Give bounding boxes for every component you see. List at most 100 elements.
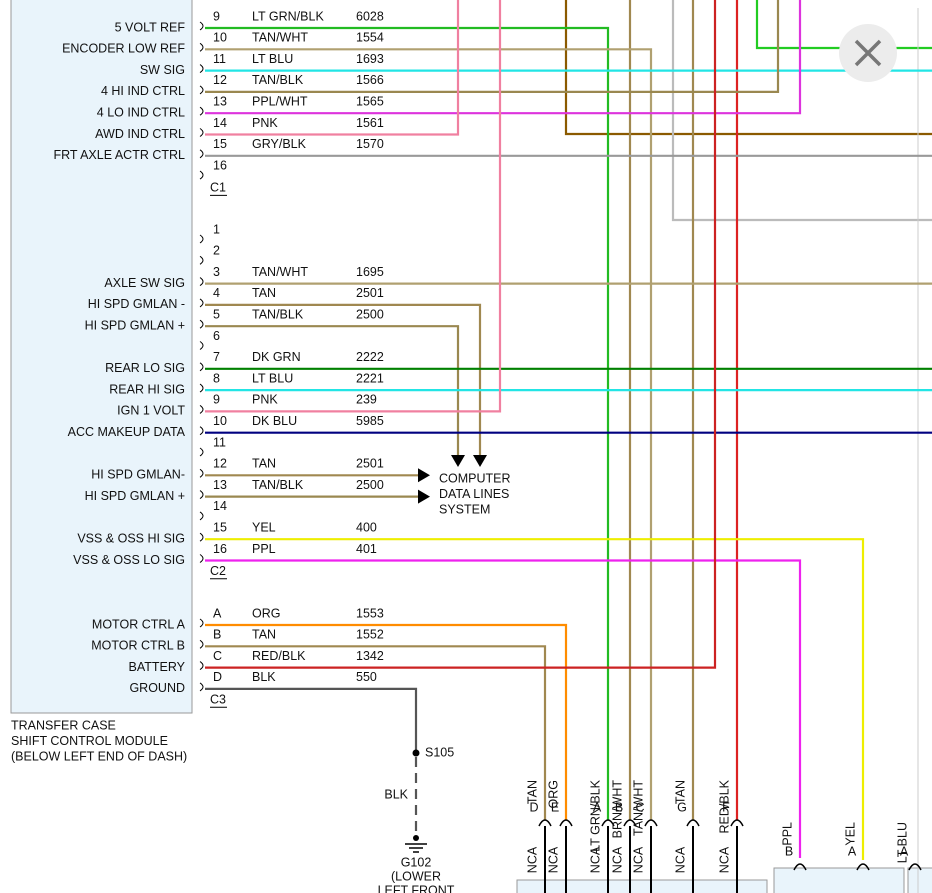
connector-boxes	[516, 867, 932, 893]
wire-color: BRN/WHT	[610, 780, 624, 839]
pin-function: REAR HI SIG	[109, 382, 185, 396]
circuit-number: 2222	[356, 350, 384, 364]
wire	[205, 0, 717, 669]
nca-note: NCA	[717, 846, 731, 873]
close-icon[interactable]	[854, 39, 882, 67]
wire	[205, 26, 610, 820]
nca-note: NCA	[631, 846, 645, 873]
pin-terminal	[199, 42, 204, 52]
pin-function: GROUND	[129, 681, 185, 695]
pin-function: HI SPD GMLAN +	[85, 489, 185, 503]
wire-color: PPL	[252, 542, 276, 556]
wire	[205, 0, 502, 413]
module-name: (BELOW LEFT END OF DASH)	[11, 749, 187, 763]
wire-color: RED/BLK	[252, 649, 306, 663]
pin-terminal	[199, 532, 204, 542]
pin-letter: C	[635, 800, 644, 814]
pin-terminal	[559, 819, 573, 827]
wire-color: TAN	[525, 780, 539, 804]
pin-function: MOTOR CTRL B	[91, 639, 185, 653]
pin-letter: A	[848, 844, 857, 858]
pin-number: 6	[213, 329, 220, 343]
pin-number: 3	[213, 265, 220, 279]
pin-number: 11	[213, 52, 226, 66]
wire	[564, 0, 932, 136]
wire-color: TAN/WHT	[252, 31, 308, 45]
system-label: SYSTEM	[439, 502, 490, 516]
pin-terminal	[730, 819, 744, 827]
wire-color: DK GRN	[252, 350, 301, 364]
ground-location: (LOWER	[391, 869, 441, 883]
circuit-number: 5985	[356, 414, 384, 428]
pin-letter: F	[722, 800, 730, 814]
pin-number: 4	[213, 286, 220, 300]
wire	[205, 559, 802, 858]
wire	[205, 623, 568, 820]
module-name: TRANSFER CASE	[11, 718, 116, 732]
wire-color: LT BLU	[252, 52, 293, 66]
pin-terminal	[199, 383, 204, 393]
module-name: SHIFT CONTROL MODULE	[11, 734, 168, 748]
pin-number: 10	[213, 414, 227, 428]
pin-number: 15	[213, 137, 227, 151]
wire	[205, 538, 865, 860]
pin-function: 4 HI IND CTRL	[101, 84, 185, 98]
pin-terminal	[908, 863, 922, 871]
circuit-number: 1565	[356, 94, 384, 108]
circuit-number: 2500	[356, 307, 384, 321]
wire-color: GRY/BLK	[252, 137, 307, 151]
wire-color: TAN/WHT	[631, 780, 645, 836]
circuit-number: 1695	[356, 265, 384, 279]
pin-number: 2	[213, 244, 220, 258]
pin-terminal	[199, 128, 204, 137]
pin-letter: B	[615, 800, 623, 814]
pin-terminal	[199, 21, 204, 31]
pin-letter: A	[593, 800, 602, 814]
wire-color: ORG	[546, 780, 560, 808]
pin-letter: D	[529, 800, 538, 814]
pin-function: HI SPD GMLAN +	[85, 318, 185, 332]
arrowhead	[451, 455, 465, 467]
pin-terminal	[856, 863, 870, 871]
pin-terminal	[199, 319, 204, 329]
pin-number: 13	[213, 94, 227, 108]
pin-terminal	[199, 298, 204, 308]
pin-terminal	[199, 511, 204, 521]
wire	[205, 303, 482, 455]
wire-color: TAN	[252, 457, 276, 471]
pin-terminal	[199, 149, 204, 159]
circuit-number: 1552	[356, 628, 384, 642]
pin-function: VSS & OSS LO SIG	[73, 553, 185, 567]
pin-terminal	[601, 819, 615, 827]
wire-color: PNK	[252, 116, 278, 130]
arrowhead	[418, 489, 430, 504]
pin-letter: G	[677, 800, 687, 814]
nca-note: NCA	[610, 846, 624, 873]
wire-color: TAN/WHT	[252, 265, 308, 279]
ground-dot	[413, 835, 419, 841]
pin-number: 16	[213, 158, 227, 172]
pin-terminal	[199, 277, 204, 287]
connector-box	[773, 867, 905, 893]
wire-color: RED/BLK	[717, 779, 731, 833]
wire-color: DK BLU	[252, 414, 297, 428]
pin-function: VSS & OSS HI SIG	[77, 531, 185, 545]
pin-letter: A	[900, 844, 909, 858]
pin-terminal	[199, 170, 204, 180]
wire-color: TAN/BLK	[252, 307, 304, 321]
pin-function: ENCODER LOW REF	[62, 42, 185, 56]
circuit-number: 1693	[356, 52, 384, 66]
splice-dot	[412, 749, 420, 757]
pin-function: 4 LO IND CTRL	[97, 105, 185, 119]
wire	[205, 0, 460, 136]
connector-label: C3	[210, 692, 226, 706]
wire-color: TAN/BLK	[252, 73, 304, 87]
arrowhead	[418, 468, 430, 483]
pin-number: 14	[213, 116, 227, 130]
close-button[interactable]	[839, 24, 897, 82]
wire-color: TAN	[673, 780, 687, 804]
pin-number: 13	[213, 478, 227, 492]
system-label: DATA LINES	[439, 487, 509, 501]
wire-color: LT BLU	[895, 822, 909, 863]
